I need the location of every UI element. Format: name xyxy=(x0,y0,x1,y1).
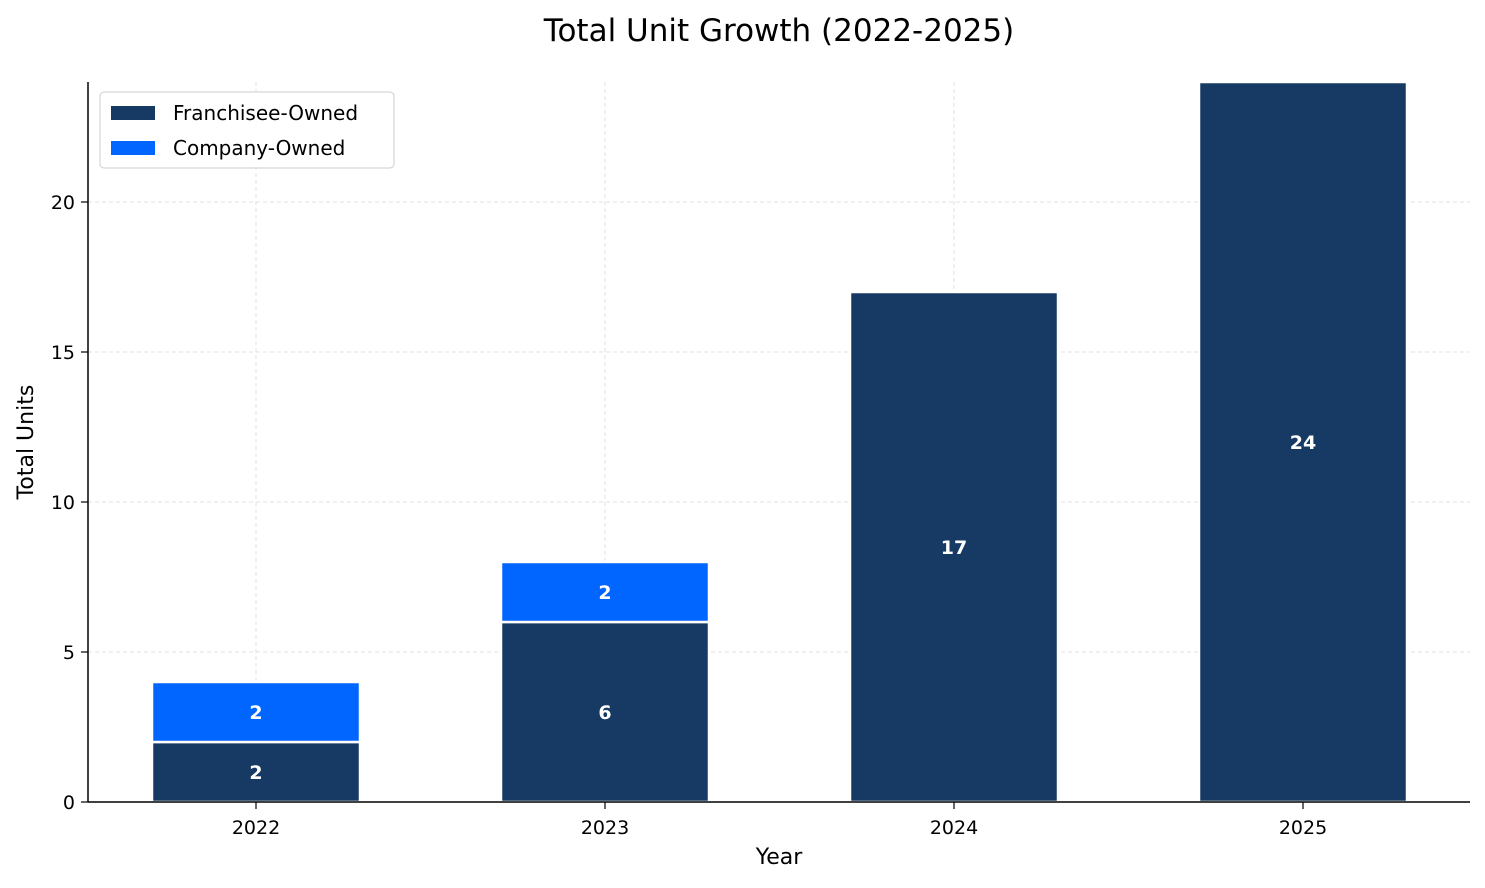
legend-swatch-company xyxy=(111,141,155,155)
legend-label-franchisee: Franchisee-Owned xyxy=(173,101,358,125)
bar-franchisee-2025 xyxy=(1197,80,1409,804)
x-axis-label: Year xyxy=(755,845,804,870)
y-axis-label: Total Units xyxy=(14,385,39,501)
legend-frame xyxy=(99,91,395,169)
y-tick-label: 15 xyxy=(51,342,75,364)
bar-value-label: 2 xyxy=(249,702,262,724)
bar-company-2022 xyxy=(150,680,362,744)
bar-labels: 2 6 17 24 2 2 xyxy=(249,432,1316,784)
x-ticks: 2022 2023 2024 2025 xyxy=(232,802,1327,839)
y-tick-label: 0 xyxy=(63,792,75,814)
bar-franchisee-2022 xyxy=(150,740,362,804)
bar-value-label: 2 xyxy=(598,582,611,604)
bar-franchisee-2024 xyxy=(848,290,1060,804)
legend-swatch-franchisee xyxy=(111,106,155,120)
legend: Franchisee-Owned Company-Owned xyxy=(99,91,395,169)
chart-title: Total Unit Growth (2022-2025) xyxy=(543,13,1014,49)
bar-value-label: 17 xyxy=(941,537,967,559)
legend-label-company: Company-Owned xyxy=(173,136,345,160)
bar-value-label: 24 xyxy=(1290,432,1316,454)
bar-value-label: 2 xyxy=(249,762,262,784)
y-ticks: 0 5 10 15 20 xyxy=(51,192,88,814)
bar-value-label: 6 xyxy=(598,702,611,724)
bar-company-2023 xyxy=(499,560,711,624)
x-tick-label: 2023 xyxy=(581,817,629,839)
y-tick-label: 5 xyxy=(63,642,75,664)
x-tick-label: 2022 xyxy=(232,817,280,839)
y-tick-label: 20 xyxy=(51,192,75,214)
y-tick-label: 10 xyxy=(51,492,75,514)
x-tick-label: 2024 xyxy=(930,817,978,839)
x-tick-label: 2025 xyxy=(1279,817,1327,839)
bars xyxy=(150,80,1409,804)
